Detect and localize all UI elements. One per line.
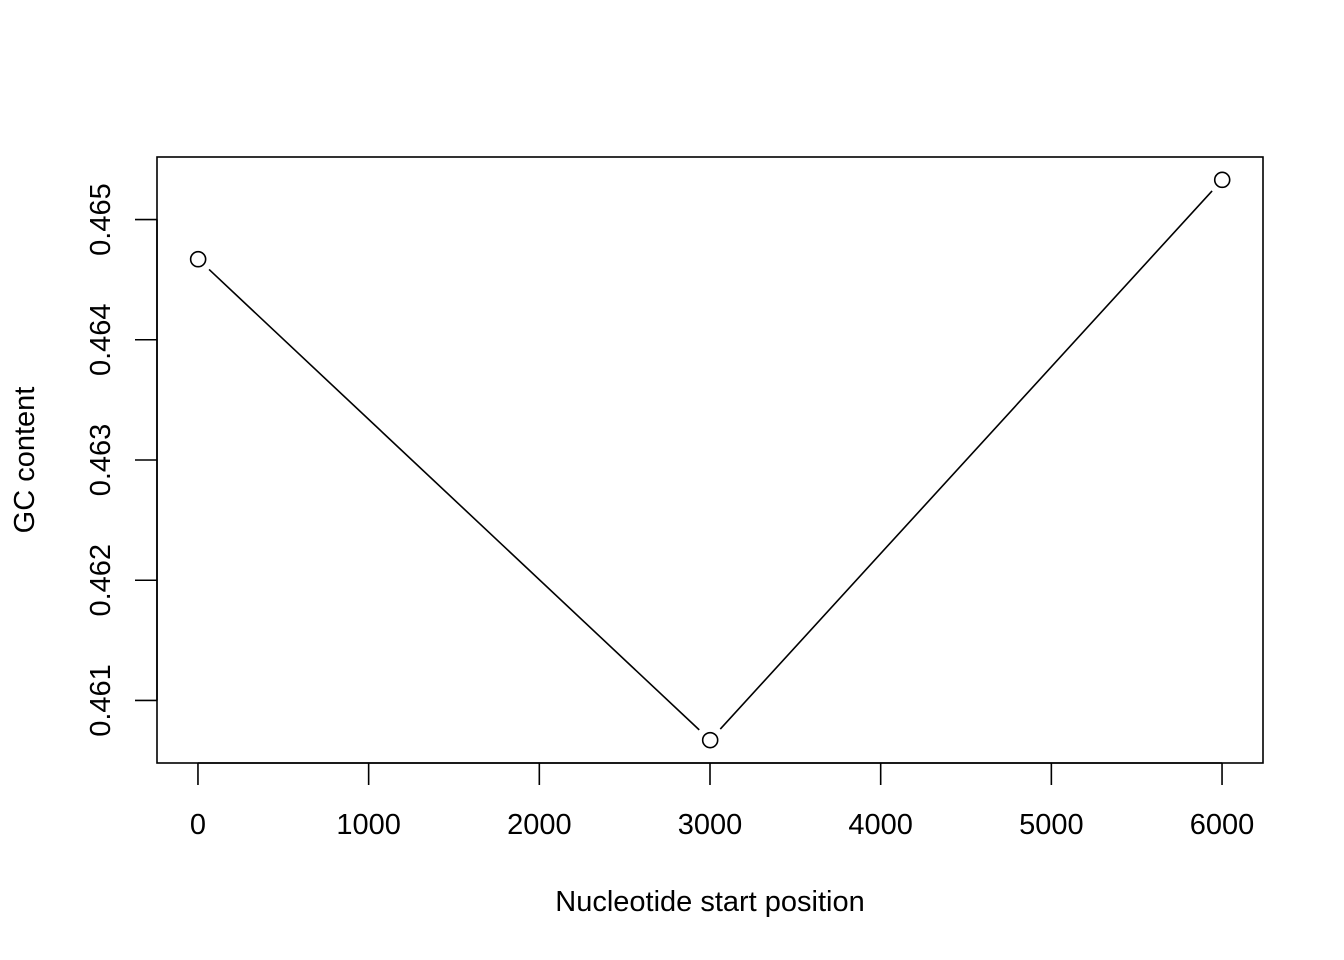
data-point <box>189 250 207 268</box>
x-tick-label: 2000 <box>507 809 572 841</box>
series-line-segment <box>208 268 700 731</box>
y-tick-label: 0.463 <box>85 424 117 497</box>
x-axis-title: Nucleotide start position <box>555 886 865 918</box>
y-axis-title: GC content <box>9 387 41 534</box>
data-point <box>1213 171 1231 189</box>
y-axis: 0.461 0.462 0.463 0.464 0.465 <box>85 183 158 737</box>
y-tick-label: 0.462 <box>85 544 117 617</box>
data-point <box>701 731 719 749</box>
y-tick-label: 0.461 <box>85 664 117 737</box>
x-tick-label: 6000 <box>1190 809 1255 841</box>
y-tick-label: 0.465 <box>85 183 117 256</box>
y-tick-label: 0.464 <box>85 303 117 376</box>
x-tick-label: 0 <box>190 809 206 841</box>
series-layer <box>189 171 1231 749</box>
series-line-segment <box>719 190 1213 730</box>
x-tick-label: 3000 <box>678 809 743 841</box>
x-tick-label: 5000 <box>1019 809 1084 841</box>
x-tick-label: 1000 <box>336 809 401 841</box>
x-axis: 0 1000 2000 3000 4000 5000 6000 <box>190 762 1255 841</box>
x-tick-label: 4000 <box>848 809 913 841</box>
